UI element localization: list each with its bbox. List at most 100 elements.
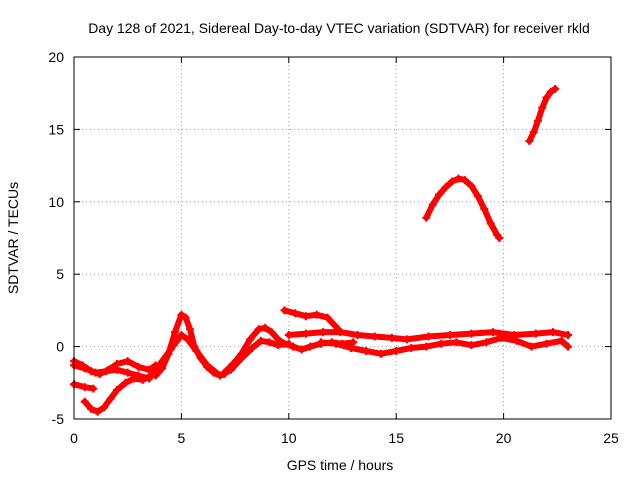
data-point [102, 367, 111, 376]
data-point [177, 310, 186, 319]
data-point [370, 332, 379, 341]
data-point [486, 219, 495, 228]
data-point [123, 368, 132, 377]
data-point [112, 386, 121, 395]
data-point [130, 374, 139, 383]
data-point [220, 368, 229, 377]
x-tick-labels: 0 5 10 15 20 25 [70, 430, 619, 446]
chart-gridlines [74, 57, 611, 419]
data-point [531, 329, 540, 338]
data-point [488, 328, 497, 337]
x-tick-label: 10 [281, 430, 297, 446]
x-axis-title: GPS time / hours [287, 457, 394, 473]
data-point [407, 344, 416, 353]
data-point [190, 342, 199, 351]
data-point [261, 323, 270, 332]
data-point [80, 383, 89, 392]
y-tick-label: 15 [48, 121, 64, 137]
series-line [285, 329, 571, 343]
data-point [317, 338, 326, 347]
data-point [460, 176, 469, 185]
data-point [274, 335, 283, 344]
data-point [467, 329, 476, 338]
x-tick-label: 25 [603, 430, 619, 446]
data-point [312, 310, 321, 319]
data-point [546, 87, 555, 96]
data-point [323, 313, 332, 322]
data-point [362, 346, 371, 355]
data-point [319, 328, 328, 337]
data-point [448, 177, 457, 186]
data-point [185, 325, 194, 334]
data-point [289, 342, 298, 351]
data-point [216, 371, 225, 380]
data-point [538, 103, 547, 112]
data-point [121, 378, 130, 387]
data-point [482, 338, 491, 347]
data-point [551, 84, 560, 93]
data-point [529, 128, 538, 137]
data-point [297, 345, 306, 354]
data-point [441, 183, 450, 192]
data-point [332, 339, 341, 348]
data-point [267, 328, 276, 337]
data-point [284, 331, 293, 340]
data-point [495, 234, 504, 242]
data-point [203, 362, 212, 371]
data-point [387, 333, 396, 342]
data-point [91, 368, 100, 377]
data-point [422, 213, 431, 222]
data-point [452, 338, 461, 347]
x-tick-label: 0 [70, 430, 78, 446]
x-tick-label: 5 [178, 430, 186, 446]
data-point [542, 93, 551, 102]
series-track-7 [280, 306, 343, 334]
y-tick-label: 0 [56, 339, 64, 355]
data-point [533, 116, 542, 125]
data-point [138, 375, 147, 384]
data-point [106, 394, 115, 403]
x-tick-label: 20 [496, 430, 512, 446]
data-point [291, 309, 300, 318]
data-point [93, 407, 102, 416]
data-point [497, 333, 506, 342]
data-point [347, 344, 356, 353]
data-point [246, 335, 255, 344]
data-point [557, 336, 566, 345]
data-point [336, 328, 345, 337]
data-point [280, 339, 289, 348]
y-tick-label: 10 [48, 194, 64, 210]
data-point [301, 329, 310, 338]
data-point [170, 328, 179, 337]
data-point [564, 331, 573, 340]
series-line [81, 332, 292, 415]
data-point [454, 174, 463, 183]
data-point [158, 364, 167, 373]
data-point [564, 342, 573, 351]
data-point [435, 190, 444, 199]
data-point [542, 339, 551, 348]
data-point [80, 364, 89, 373]
data-point [480, 205, 489, 214]
data-point [424, 332, 433, 341]
data-point [89, 384, 98, 393]
data-point [301, 312, 310, 321]
y-axis-title: SDTVAR / TECUs [5, 182, 21, 294]
data-point [512, 336, 521, 345]
series-track-8 [284, 328, 573, 344]
y-tick-label: -5 [52, 411, 65, 427]
data-point [87, 404, 96, 413]
data-point [237, 349, 246, 358]
data-point [392, 346, 401, 355]
data-point [256, 336, 265, 345]
y-tick-label: 5 [56, 266, 64, 282]
data-point [196, 354, 205, 363]
data-point [437, 339, 446, 348]
data-point [306, 342, 315, 351]
data-point [428, 200, 437, 209]
x-tick-label: 15 [388, 430, 404, 446]
data-points [70, 84, 573, 416]
data-point [467, 341, 476, 350]
data-point [209, 368, 218, 377]
